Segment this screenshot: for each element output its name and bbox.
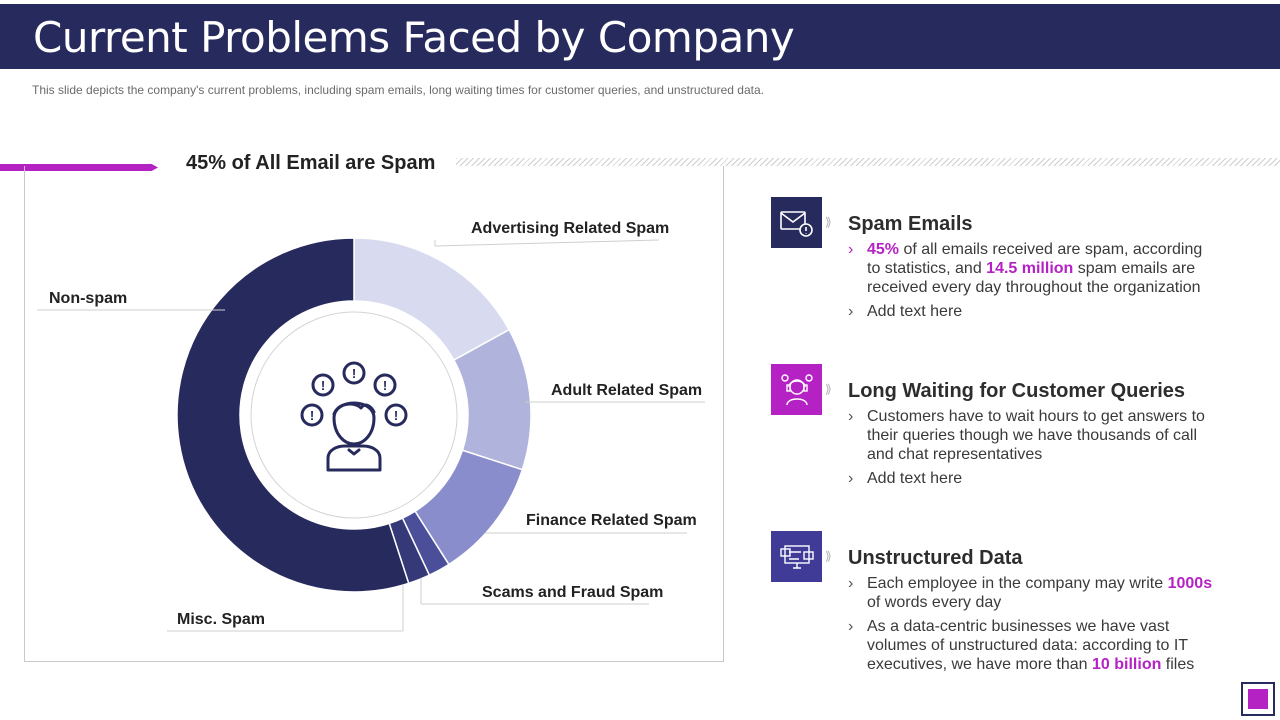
bullet-chevron-icon: ›: [848, 241, 854, 258]
corner-logo-square: [1241, 682, 1275, 716]
donut-hole: [240, 301, 468, 529]
highlight-value: 45%: [867, 241, 900, 258]
svg-text:!: !: [321, 378, 325, 393]
bullet-text: files: [1161, 656, 1195, 673]
item-spam-emails: ⟫ Spam Emails › 45% of all emails receive…: [771, 197, 1251, 337]
chevron-right-icon: ⟫: [825, 549, 832, 563]
chevron-right-icon: ⟫: [825, 382, 832, 396]
bullet-text: Each employee in the company may write: [867, 575, 1168, 592]
svg-text:!: !: [394, 408, 398, 423]
bullet-text: of words every day: [867, 594, 1002, 611]
bullet-chevron-icon: ›: [848, 618, 854, 635]
bullet-chevron-icon: ›: [848, 408, 854, 425]
item-bullets: › Each employee in the company may write …: [848, 574, 1218, 679]
bullet-text: of all emails received are spam, accordi…: [867, 241, 1203, 277]
page-subtitle: This slide depicts the company's current…: [32, 83, 764, 97]
title-bar: Current Problems Faced by Company: [0, 4, 1280, 69]
slice-label: Advertising Related Spam: [471, 220, 669, 237]
svg-text:!: !: [383, 378, 387, 393]
highlight-value: 10 billion: [1092, 656, 1162, 673]
donut-inner-ring: [250, 311, 458, 519]
bullet-chevron-icon: ›: [848, 575, 854, 592]
chart-title: 45% of All Email are Spam: [186, 152, 436, 174]
bullet-chevron-icon: ›: [848, 303, 854, 320]
page-title: Current Problems Faced by Company: [33, 13, 795, 62]
item-title: Spam Emails: [848, 213, 973, 235]
item-bullets: › Customers have to wait hours to get ans…: [848, 407, 1218, 493]
bullet-text: Add text here: [867, 303, 963, 320]
item-bullets: › 45% of all emails received are spam, ac…: [848, 240, 1218, 326]
leader-line: [434, 239, 660, 247]
bullet-item: › Each employee in the company may write …: [848, 574, 1218, 612]
donut-chart: ! ! ! ! ! Advertising Related Spam Adult …: [37, 220, 705, 632]
bullet-text: Add text here: [867, 470, 963, 487]
bullet-item: › As a data-centric businesses we have va…: [848, 617, 1218, 674]
slice-label: Finance Related Spam: [526, 512, 697, 529]
bullet-item: › 45% of all emails received are spam, ac…: [848, 240, 1218, 297]
item-long-waiting: ⟫ Long Waiting for Customer Queries › Cus…: [771, 364, 1251, 504]
bullet-text: spam emails are received every day throu…: [867, 260, 1201, 296]
bullet-chevron-icon: ›: [848, 470, 854, 487]
customer-support-icon: [771, 364, 822, 415]
confused-person-icon: [300, 361, 408, 472]
slice-label: Misc. Spam: [177, 611, 265, 628]
item-unstructured-data: ⟫ Unstructured Data › Each employee in th…: [771, 531, 1251, 681]
slice-label: Adult Related Spam: [551, 382, 702, 399]
bullet-text: As a data-centric businesses we have vas…: [867, 618, 1188, 673]
highlight-value: 14.5 million: [986, 260, 1074, 277]
hatch-divider: [456, 158, 1280, 166]
svg-text:!: !: [310, 408, 314, 423]
bullet-item: › Add text here: [848, 469, 1218, 488]
slice-label: Non-spam: [49, 290, 127, 307]
item-title: Unstructured Data: [848, 547, 1023, 569]
item-title: Long Waiting for Customer Queries: [848, 380, 1186, 402]
email-alert-icon: [771, 197, 822, 248]
data-monitor-icon: [771, 531, 822, 582]
chart-panel: ! ! ! ! ! Advertising Related Spam Adult …: [24, 166, 724, 662]
svg-text:!: !: [352, 366, 356, 381]
bullet-item: › Add text here: [848, 302, 1218, 321]
bullet-item: › Customers have to wait hours to get ans…: [848, 407, 1218, 464]
bullet-text: Customers have to wait hours to get answ…: [867, 408, 1205, 463]
bubble-marks: ! ! ! ! !: [310, 366, 398, 423]
accent-bar: [0, 164, 158, 171]
slice-label: Scams and Fraud Spam: [482, 584, 663, 601]
highlight-value: 1000s: [1167, 575, 1213, 592]
chevron-right-icon: ⟫: [825, 215, 832, 229]
